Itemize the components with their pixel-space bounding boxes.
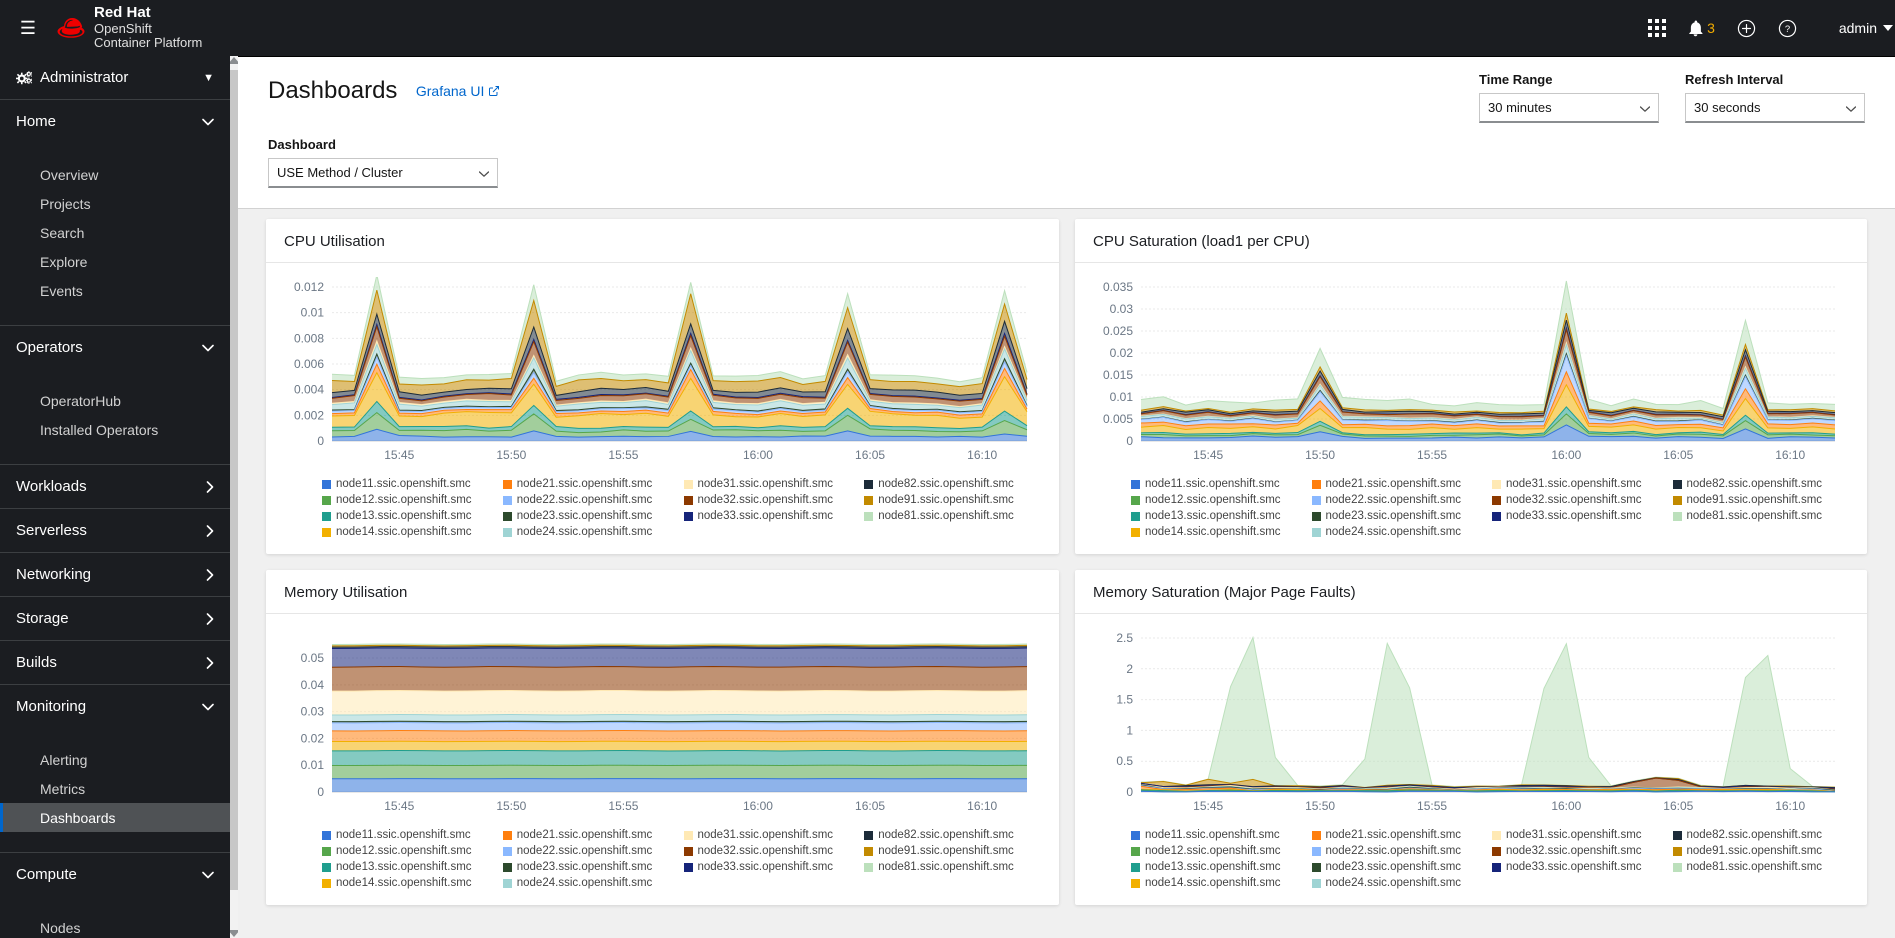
svg-text:15:45: 15:45 bbox=[1193, 448, 1223, 462]
svg-text:16:05: 16:05 bbox=[1663, 799, 1693, 813]
svg-text:0: 0 bbox=[1126, 434, 1133, 448]
svg-text:16:00: 16:00 bbox=[743, 799, 773, 813]
svg-text:2: 2 bbox=[1126, 662, 1133, 676]
svg-text:2.5: 2.5 bbox=[1116, 631, 1133, 645]
svg-text:0.05: 0.05 bbox=[301, 651, 325, 665]
svg-text:16:10: 16:10 bbox=[967, 799, 997, 813]
svg-text:0.03: 0.03 bbox=[301, 705, 325, 719]
svg-text:0.012: 0.012 bbox=[294, 280, 324, 294]
svg-text:0.008: 0.008 bbox=[294, 331, 324, 345]
svg-text:0.004: 0.004 bbox=[294, 383, 324, 397]
svg-text:0.01: 0.01 bbox=[1110, 390, 1134, 404]
svg-text:0: 0 bbox=[317, 785, 324, 799]
svg-text:16:05: 16:05 bbox=[855, 448, 885, 462]
svg-text:16:10: 16:10 bbox=[1775, 799, 1805, 813]
svg-text:0: 0 bbox=[1126, 785, 1133, 799]
svg-text:15:55: 15:55 bbox=[608, 448, 638, 462]
svg-text:0.02: 0.02 bbox=[1110, 346, 1134, 360]
svg-text:15:50: 15:50 bbox=[1305, 448, 1335, 462]
svg-text:0.002: 0.002 bbox=[294, 408, 324, 422]
svg-text:16:05: 16:05 bbox=[855, 799, 885, 813]
svg-text:0.03: 0.03 bbox=[1110, 302, 1134, 316]
svg-text:15:45: 15:45 bbox=[384, 448, 414, 462]
svg-text:15:55: 15:55 bbox=[608, 799, 638, 813]
svg-text:0.035: 0.035 bbox=[1103, 280, 1133, 294]
svg-text:15:45: 15:45 bbox=[1193, 799, 1223, 813]
svg-text:15:50: 15:50 bbox=[496, 448, 526, 462]
svg-text:0.025: 0.025 bbox=[1103, 324, 1133, 338]
svg-text:0.01: 0.01 bbox=[301, 306, 325, 320]
svg-text:15:50: 15:50 bbox=[496, 799, 526, 813]
svg-text:0.5: 0.5 bbox=[1116, 754, 1133, 768]
svg-text:1.5: 1.5 bbox=[1116, 693, 1133, 707]
svg-text:0.01: 0.01 bbox=[301, 758, 325, 772]
svg-text:0.006: 0.006 bbox=[294, 357, 324, 371]
svg-text:?: ? bbox=[1785, 24, 1790, 35]
svg-text:16:05: 16:05 bbox=[1663, 448, 1693, 462]
svg-text:0: 0 bbox=[317, 434, 324, 448]
svg-text:16:00: 16:00 bbox=[743, 448, 773, 462]
svg-text:0.04: 0.04 bbox=[301, 678, 325, 692]
svg-text:16:00: 16:00 bbox=[1551, 448, 1581, 462]
svg-text:15:50: 15:50 bbox=[1305, 799, 1335, 813]
svg-text:15:55: 15:55 bbox=[1417, 448, 1447, 462]
svg-text:0.02: 0.02 bbox=[301, 731, 325, 745]
svg-text:15:55: 15:55 bbox=[1417, 799, 1447, 813]
svg-text:16:10: 16:10 bbox=[1775, 448, 1805, 462]
svg-text:16:00: 16:00 bbox=[1551, 799, 1581, 813]
svg-text:1: 1 bbox=[1126, 723, 1133, 737]
svg-text:16:10: 16:10 bbox=[967, 448, 997, 462]
svg-text:0.005: 0.005 bbox=[1103, 412, 1133, 426]
svg-text:0.015: 0.015 bbox=[1103, 368, 1133, 382]
svg-text:15:45: 15:45 bbox=[384, 799, 414, 813]
